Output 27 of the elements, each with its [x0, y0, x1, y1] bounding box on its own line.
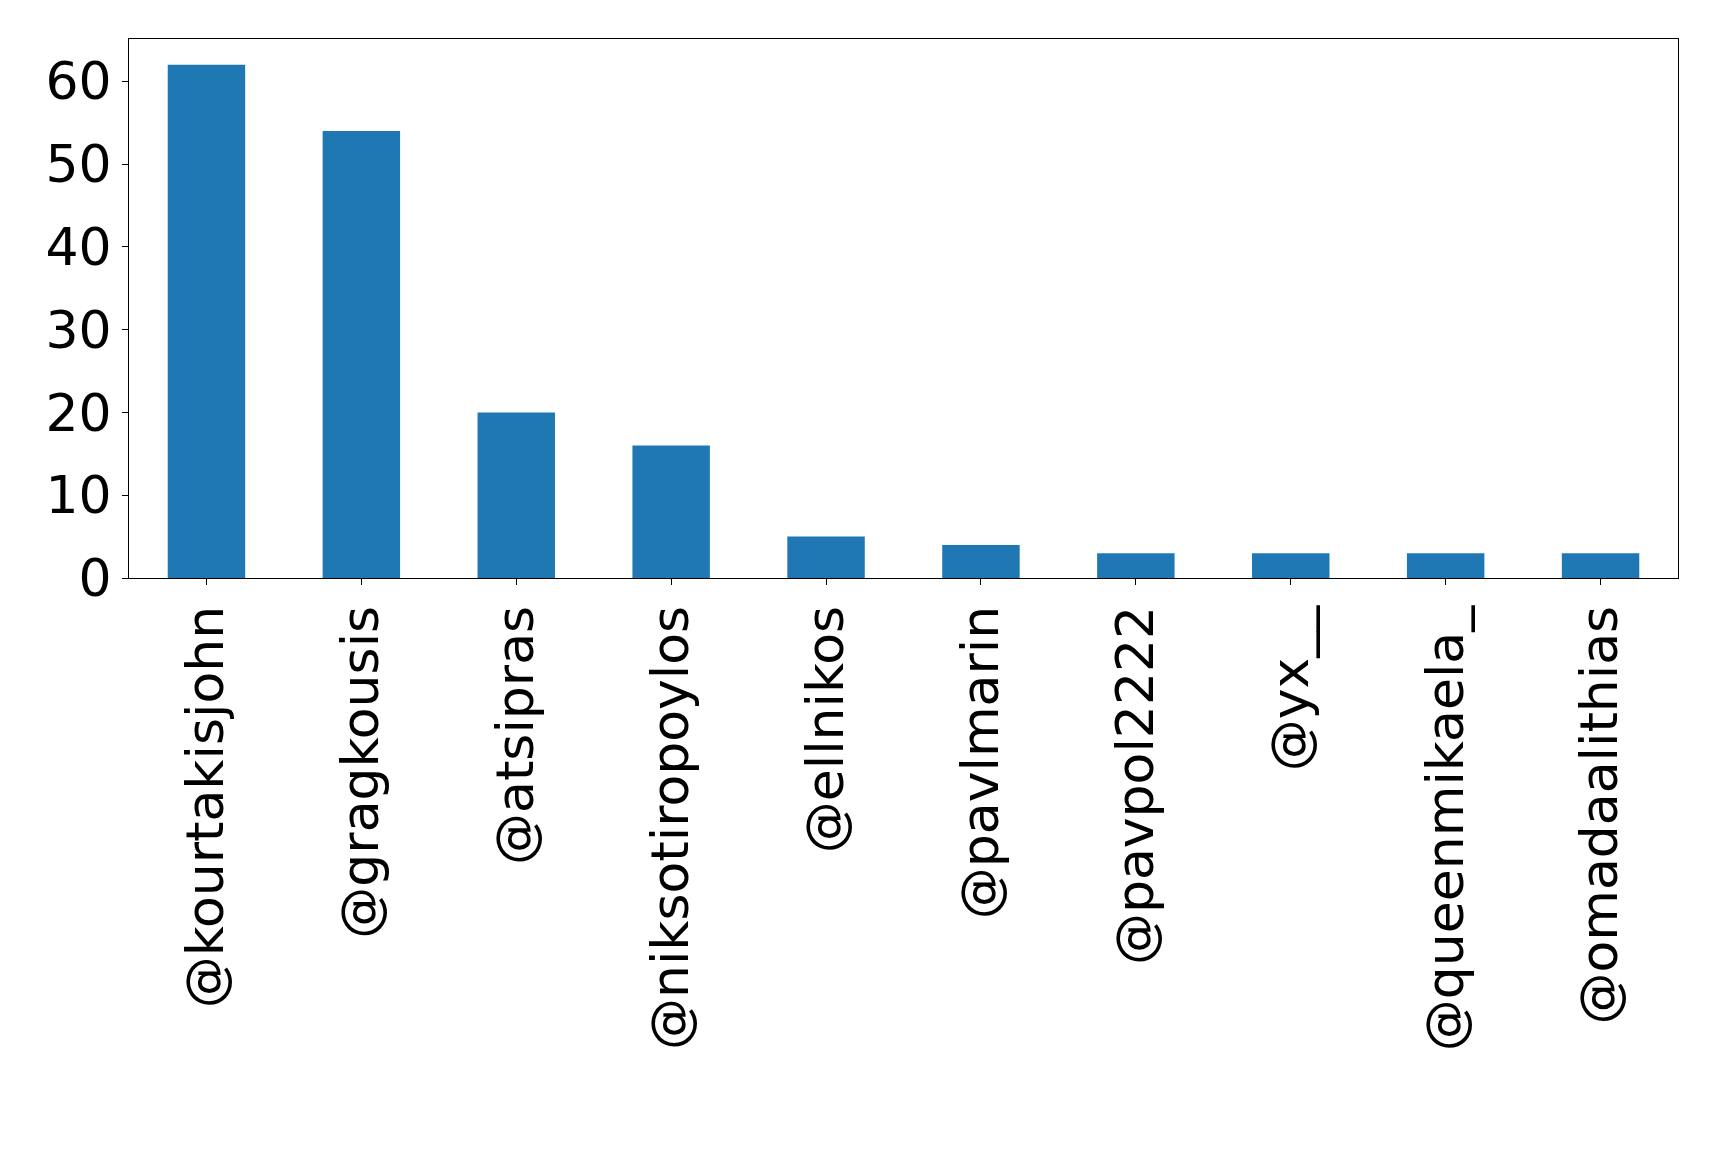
x-tick-label: @pavlmarin — [949, 605, 1010, 920]
x-tick-label: @ellnikos — [794, 605, 855, 854]
x-tick-label: @kourtakisjohn — [175, 605, 236, 1009]
bar — [632, 445, 710, 578]
bar — [1252, 553, 1330, 578]
bar — [167, 64, 246, 578]
y-tick-label: 20 — [45, 382, 112, 443]
x-tick-label: @pavpol2222 — [1104, 605, 1165, 966]
bar — [787, 536, 865, 578]
x-tick-label: @atsipras — [485, 605, 546, 865]
bar — [477, 412, 555, 578]
bar — [942, 544, 1020, 578]
y-tick-label: 10 — [45, 465, 112, 526]
x-tick-label: @queenmikaela_ — [1414, 604, 1475, 1052]
bar — [322, 130, 401, 578]
x-tick-label: @gragkousis — [330, 605, 391, 939]
bar — [1406, 553, 1485, 578]
bar — [1097, 553, 1175, 578]
bar — [1561, 553, 1640, 578]
y-tick-label: 60 — [45, 51, 112, 112]
x-tick-label: @yx__ — [1259, 604, 1320, 772]
y-tick-label: 50 — [45, 134, 112, 195]
y-tick-label: 30 — [45, 299, 112, 360]
x-tick-label: @niksotiropoylos — [640, 605, 701, 1051]
y-tick-label: 40 — [45, 217, 112, 278]
x-tick-label: @omadaalithias — [1569, 605, 1630, 1025]
y-tick-label: 0 — [78, 548, 112, 609]
